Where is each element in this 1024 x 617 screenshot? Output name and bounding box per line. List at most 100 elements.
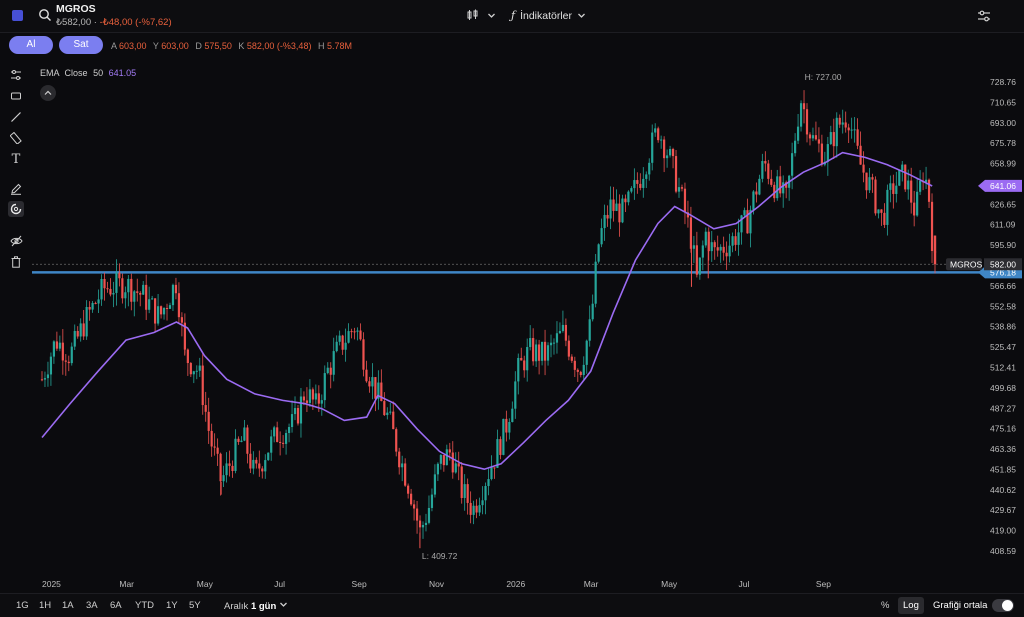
ruler-tool-icon[interactable]: [8, 130, 24, 146]
search-icon[interactable]: [38, 8, 52, 22]
sell-button[interactable]: Sat: [59, 36, 103, 54]
candle-body: [415, 508, 419, 521]
volume-label: H: [317, 41, 325, 51]
symbol-title[interactable]: MGROS: [56, 3, 96, 15]
price-axis-label: 451.85: [990, 464, 1016, 474]
timeframe-button[interactable]: 1A: [62, 600, 74, 611]
price-axis-label: 512.41: [990, 362, 1016, 372]
timeframe-button[interactable]: 1Y: [166, 600, 178, 611]
trash-icon[interactable]: [8, 254, 24, 270]
symbol-price-line: ₺582,00 · -₺48,00 (-%7,62): [56, 17, 172, 28]
candle-body: [466, 484, 469, 503]
candle-body: [457, 463, 460, 467]
close-value: 582,00 (-%3,48): [246, 41, 312, 51]
candle-body: [195, 370, 198, 372]
function-icon: ƒ: [511, 9, 516, 22]
range-selector[interactable]: Aralık 1 gün: [224, 600, 288, 612]
candle-body: [850, 129, 853, 131]
candle-body: [549, 342, 553, 346]
candle-body: [258, 463, 261, 469]
candle-body: [585, 340, 588, 365]
candle-body: [320, 400, 323, 404]
candle-body: [734, 236, 737, 245]
close-label: K: [238, 41, 245, 51]
timeframe-button[interactable]: YTD: [135, 600, 154, 611]
candle-body: [722, 246, 725, 253]
low-marker: L: 409.72: [422, 551, 458, 561]
candle-body: [600, 228, 603, 245]
candle-body: [61, 342, 64, 361]
candle-body: [225, 463, 228, 476]
candle-body: [112, 292, 115, 295]
candle-body: [472, 505, 475, 515]
candle-body: [133, 291, 136, 302]
open-label: A: [111, 41, 117, 51]
price-chart[interactable]: 728.76710.65693.00675.78658.99642.62626.…: [32, 60, 1022, 590]
candle-body: [594, 261, 597, 304]
tool-settings-icon[interactable]: [8, 67, 24, 83]
svg-text:582.00: 582.00: [990, 259, 1016, 269]
rectangle-tool-icon[interactable]: [8, 88, 24, 104]
candle-body: [282, 442, 285, 444]
candle-body: [490, 467, 493, 480]
top-bar: MGROS ₺582,00 · -₺48,00 (-%7,62) ƒ İndik…: [0, 0, 1024, 33]
price-separator: ·: [93, 17, 97, 28]
candle-body: [847, 127, 850, 131]
candle-body: [791, 153, 794, 176]
time-axis-label: 2025: [42, 579, 61, 589]
line-tool-icon[interactable]: [8, 109, 24, 125]
candle-body: [389, 411, 392, 413]
timeframe-button[interactable]: 5Y: [189, 600, 201, 611]
candle-body: [692, 245, 695, 249]
timeframe-button[interactable]: 3A: [86, 600, 98, 611]
candle-body: [618, 203, 621, 223]
candle-body: [228, 463, 231, 466]
candle-body: [680, 187, 684, 189]
price-axis-label: 595.90: [990, 240, 1016, 250]
candle-body: [380, 382, 383, 402]
buy-button[interactable]: Al: [9, 36, 53, 54]
candle-body: [874, 179, 877, 214]
percent-scale-button[interactable]: %: [881, 600, 890, 611]
candle-body: [148, 299, 151, 310]
candle-body: [799, 103, 803, 127]
candle-body: [311, 389, 314, 400]
time-axis-label: Jul: [739, 579, 750, 589]
chart-type-selector[interactable]: [467, 9, 496, 21]
candle-body: [347, 331, 350, 343]
center-chart-toggle[interactable]: [992, 599, 1014, 612]
candle-body: [666, 155, 669, 159]
timeframe-button[interactable]: 1G: [16, 600, 29, 611]
ema-line[interactable]: [41, 151, 933, 471]
candle-body: [165, 308, 169, 310]
magnet-tool-icon[interactable]: [8, 201, 24, 217]
text-tool-icon[interactable]: T: [11, 151, 21, 167]
log-scale-button[interactable]: Log: [898, 597, 924, 614]
settings-sliders-icon[interactable]: [977, 9, 991, 23]
indicators-button[interactable]: ƒ İndikatörler: [511, 9, 586, 22]
price-axis-label: 658.99: [990, 159, 1016, 169]
timeframe-button[interactable]: 6A: [110, 600, 122, 611]
hide-drawings-icon[interactable]: [8, 233, 24, 249]
candle-body: [487, 479, 490, 487]
time-axis-label: Sep: [352, 579, 367, 589]
candle-body: [493, 467, 496, 469]
ema-legend[interactable]: EMA Close 50 641.05: [40, 68, 136, 78]
candle-body: [826, 144, 829, 162]
price-tags: 641.06 576.18 MGROS 582.00: [946, 179, 1022, 279]
candle-body: [249, 453, 252, 469]
candle-body: [526, 347, 529, 371]
ema-price-tag: 641.06: [978, 179, 1022, 192]
collapse-legend-button[interactable]: [40, 85, 56, 101]
timeframe-button[interactable]: 1H: [39, 600, 52, 611]
high-value: 603,00: [161, 41, 189, 51]
price-axis-label: 552.58: [990, 301, 1016, 311]
app-logo[interactable]: [12, 10, 23, 21]
candle-body: [314, 393, 317, 400]
candle-body: [704, 231, 707, 246]
candle-body: [582, 364, 585, 376]
candle-body: [186, 349, 189, 364]
candle-body: [305, 400, 309, 403]
candle-body: [615, 203, 618, 211]
pencil-tool-icon[interactable]: [8, 181, 24, 197]
